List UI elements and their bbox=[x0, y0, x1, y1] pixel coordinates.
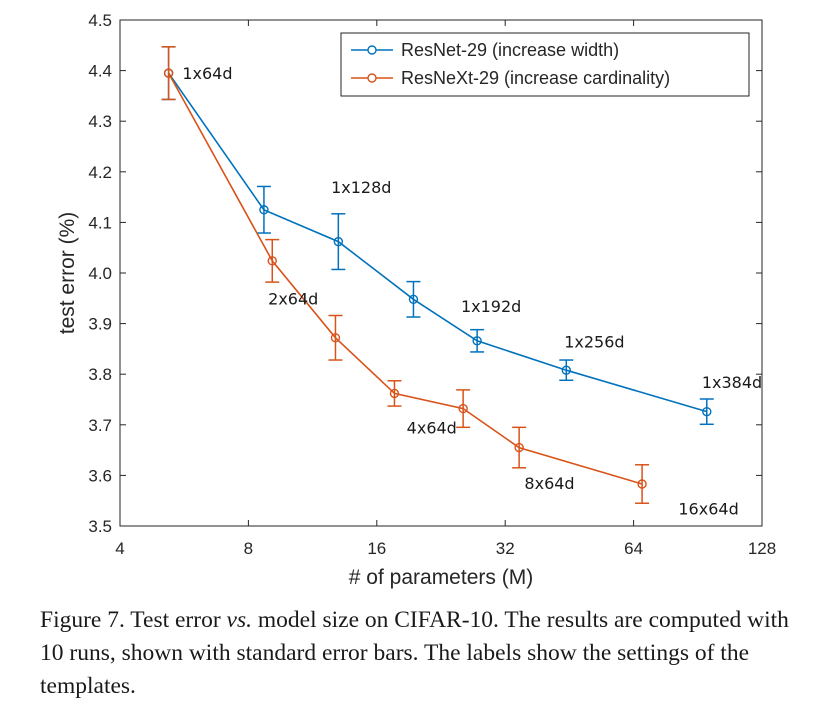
legend-box bbox=[340, 32, 750, 97]
data-point bbox=[472, 336, 482, 346]
x-axis-title: # of parameters (M) bbox=[349, 566, 533, 589]
point-annotation: 16x64d bbox=[678, 499, 738, 518]
y-axis-title: test error (%) bbox=[56, 212, 79, 335]
y-tick-label: 4.4 bbox=[88, 62, 112, 81]
caption-vs: vs. bbox=[226, 607, 252, 633]
x-tick-label: 8 bbox=[244, 539, 253, 558]
x-tick-label: 32 bbox=[496, 539, 515, 558]
y-tick-label: 3.6 bbox=[88, 466, 112, 485]
figure-caption: Figure 7. Test error vs. model size on C… bbox=[40, 604, 810, 703]
legend-swatch-marker bbox=[367, 73, 377, 83]
x-tick-label: 4 bbox=[115, 539, 124, 558]
data-point bbox=[561, 365, 571, 375]
chart: 4 8 16 32 64 128 3.5 3.6 3.7 3.8 3.9 4.0 4.1 4.2 4.3 4.… bbox=[56, 11, 776, 589]
data-point bbox=[702, 406, 712, 417]
x-tick-label: 16 bbox=[367, 539, 386, 558]
y-tick-label: 4.1 bbox=[88, 213, 112, 232]
data-point bbox=[267, 256, 277, 266]
x-tick-label: 64 bbox=[624, 539, 643, 558]
series-line-0 bbox=[167, 72, 708, 413]
y-tick-label: 3.5 bbox=[88, 517, 112, 536]
point-annotation: 1x192d bbox=[461, 297, 521, 316]
point-annotation: 1x64d bbox=[182, 64, 232, 83]
point-annotation: 1x128d bbox=[331, 178, 391, 197]
legend-swatch-marker bbox=[367, 45, 377, 55]
y-tick-label: 4.2 bbox=[88, 163, 112, 182]
point-annotation: 1x384d bbox=[702, 373, 762, 392]
y-tick-label: 4.5 bbox=[88, 11, 112, 30]
caption-part1: Figure 7. Test error bbox=[40, 607, 227, 633]
y-tick-label: 3.9 bbox=[88, 315, 112, 334]
data-point bbox=[333, 236, 344, 247]
series-line-1 bbox=[167, 72, 643, 485]
data-point bbox=[408, 294, 419, 305]
x-tick-label: 128 bbox=[748, 539, 776, 558]
legend-entry: ResNeXt-29 (increase cardinality) bbox=[401, 68, 670, 88]
point-annotation: 4x64d bbox=[407, 418, 457, 437]
y-tick-label: 3.7 bbox=[88, 416, 112, 435]
point-annotation: 1x256d bbox=[564, 332, 624, 351]
legend-entry: ResNet-29 (increase width) bbox=[401, 40, 619, 60]
y-tick-label: 4.0 bbox=[88, 264, 112, 283]
y-tick-label: 3.8 bbox=[88, 365, 112, 384]
point-annotation: 8x64d bbox=[524, 474, 574, 493]
data-point bbox=[163, 68, 174, 78]
data-point bbox=[458, 403, 468, 414]
y-tick-label: 4.3 bbox=[88, 112, 112, 131]
data-point bbox=[389, 388, 400, 399]
point-annotation: 2x64d bbox=[268, 289, 318, 308]
data-point bbox=[259, 205, 269, 215]
data-point bbox=[514, 442, 524, 453]
caption-part2: model size on CIFAR-10. The results are … bbox=[40, 607, 789, 699]
data-point bbox=[330, 333, 341, 343]
data-point bbox=[637, 479, 647, 489]
